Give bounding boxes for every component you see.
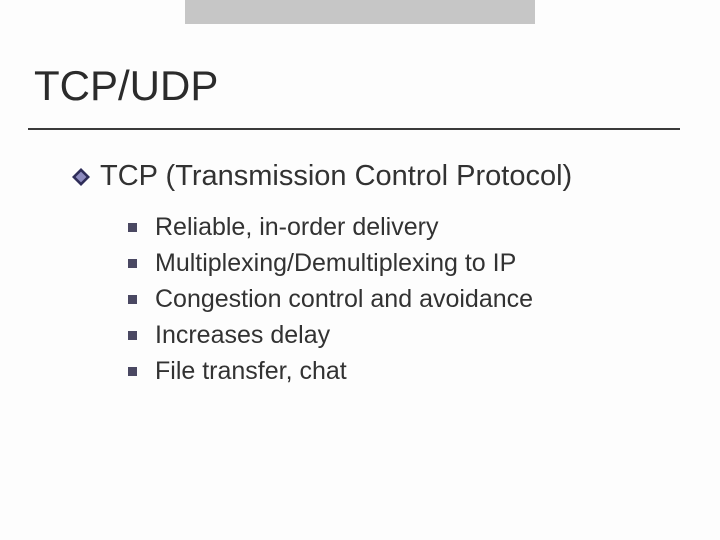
- section-heading: TCP (Transmission Control Protocol): [100, 160, 572, 193]
- square-bullet-icon: [128, 295, 137, 304]
- list-item: Multiplexing/Demultiplexing to IP: [128, 249, 572, 278]
- diamond-bullet-icon: [72, 168, 90, 186]
- square-bullet-icon: [128, 259, 137, 268]
- square-bullet-icon: [128, 331, 137, 340]
- slide-title: TCP/UDP: [34, 62, 218, 110]
- list-item-label: Reliable, in-order delivery: [155, 213, 438, 242]
- list-item: File transfer, chat: [128, 357, 572, 386]
- list-item-label: Congestion control and avoidance: [155, 285, 533, 314]
- slide-container: TCP/UDP TCP (Transmission Control Protoc…: [0, 0, 720, 540]
- title-divider: [28, 128, 680, 130]
- square-bullet-icon: [128, 223, 137, 232]
- list-item: Congestion control and avoidance: [128, 285, 572, 314]
- list-item-label: Increases delay: [155, 321, 330, 350]
- list-item: Reliable, in-order delivery: [128, 213, 572, 242]
- square-bullet-icon: [128, 367, 137, 376]
- list-item-label: File transfer, chat: [155, 357, 347, 386]
- bullet-list: Reliable, in-order delivery Multiplexing…: [128, 213, 572, 386]
- section-heading-row: TCP (Transmission Control Protocol): [72, 160, 572, 193]
- list-item-label: Multiplexing/Demultiplexing to IP: [155, 249, 516, 278]
- slide-body: TCP (Transmission Control Protocol) Reli…: [72, 160, 572, 393]
- list-item: Increases delay: [128, 321, 572, 350]
